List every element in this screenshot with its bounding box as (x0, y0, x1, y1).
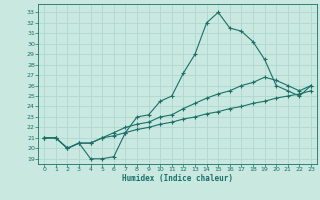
X-axis label: Humidex (Indice chaleur): Humidex (Indice chaleur) (122, 174, 233, 183)
